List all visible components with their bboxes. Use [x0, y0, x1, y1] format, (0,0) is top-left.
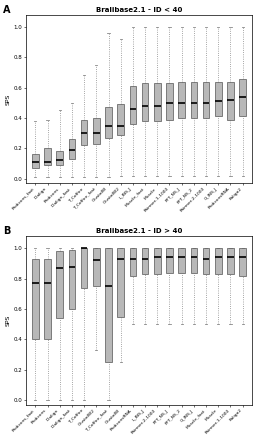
Bar: [32, 154, 39, 168]
Bar: [81, 248, 87, 288]
Bar: [239, 248, 246, 275]
Text: A: A: [3, 5, 10, 15]
Bar: [166, 83, 173, 120]
Bar: [56, 151, 63, 165]
Bar: [203, 248, 209, 274]
Bar: [203, 81, 209, 118]
Bar: [215, 248, 222, 274]
Y-axis label: SPS: SPS: [6, 315, 11, 326]
Text: B: B: [3, 226, 10, 236]
Bar: [130, 248, 136, 275]
Bar: [215, 81, 222, 117]
Bar: [117, 104, 124, 135]
Bar: [81, 120, 87, 145]
Bar: [105, 248, 112, 362]
Bar: [44, 148, 51, 165]
Bar: [117, 248, 124, 317]
Bar: [154, 248, 161, 274]
Bar: [130, 86, 136, 124]
Bar: [93, 248, 100, 286]
Bar: [191, 248, 197, 273]
Bar: [69, 139, 75, 159]
Title: Bralibase2.1 - ID < 40: Bralibase2.1 - ID < 40: [96, 7, 182, 13]
Bar: [239, 78, 246, 117]
Bar: [105, 107, 112, 138]
Bar: [142, 83, 148, 121]
Bar: [166, 248, 173, 273]
Bar: [154, 83, 161, 121]
Title: Bralibase2.1 - ID > 40: Bralibase2.1 - ID > 40: [96, 228, 182, 235]
Bar: [142, 248, 148, 274]
Y-axis label: SPS: SPS: [6, 93, 11, 105]
Bar: [56, 251, 63, 318]
Bar: [178, 81, 185, 118]
Bar: [191, 81, 197, 118]
Bar: [227, 81, 234, 120]
Bar: [32, 259, 39, 339]
Bar: [227, 248, 234, 274]
Bar: [44, 259, 51, 339]
Bar: [69, 250, 75, 309]
Bar: [178, 248, 185, 273]
Bar: [93, 118, 100, 144]
